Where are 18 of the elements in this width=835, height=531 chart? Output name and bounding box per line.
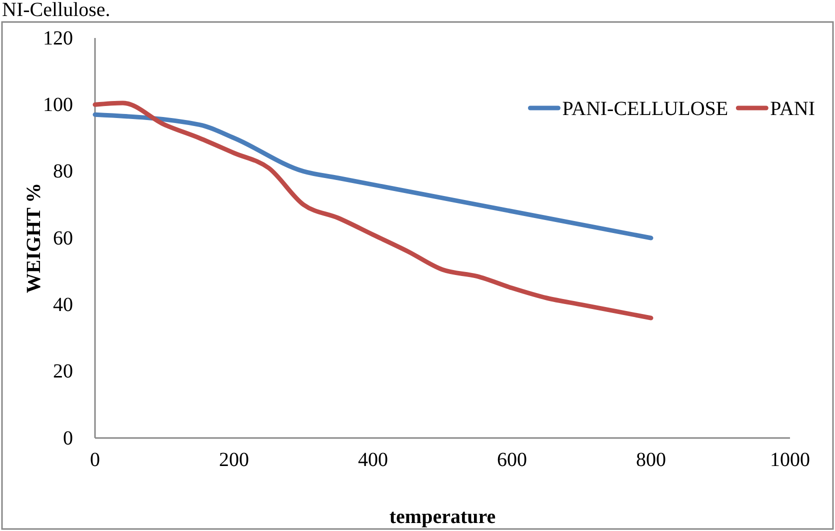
y-axis-title: WEIGHT % bbox=[23, 182, 45, 294]
y-tick-label: 60 bbox=[53, 227, 73, 250]
text: NI-Cellulose. bbox=[2, 0, 110, 21]
y-tick-label: 40 bbox=[53, 294, 73, 316]
x-tick-label: 0 bbox=[90, 449, 100, 472]
y-tick-label: 100 bbox=[43, 94, 73, 116]
x-tick-label: 200 bbox=[219, 449, 249, 472]
legend-label: PANI-CELLULOSE bbox=[562, 98, 728, 120]
legend-label: PANI bbox=[770, 98, 815, 120]
x-tick-label: 800 bbox=[636, 449, 666, 472]
y-tick-label: 120 bbox=[43, 27, 73, 50]
y-tick-label: 0 bbox=[63, 427, 73, 450]
y-tick-label: 20 bbox=[53, 360, 73, 383]
x-tick-label: 1000 bbox=[770, 449, 810, 472]
y-tick-label: 80 bbox=[53, 160, 73, 183]
x-tick-label: 400 bbox=[358, 449, 388, 472]
x-axis-title: temperature bbox=[389, 506, 496, 528]
x-tick-label: 600 bbox=[497, 449, 527, 472]
